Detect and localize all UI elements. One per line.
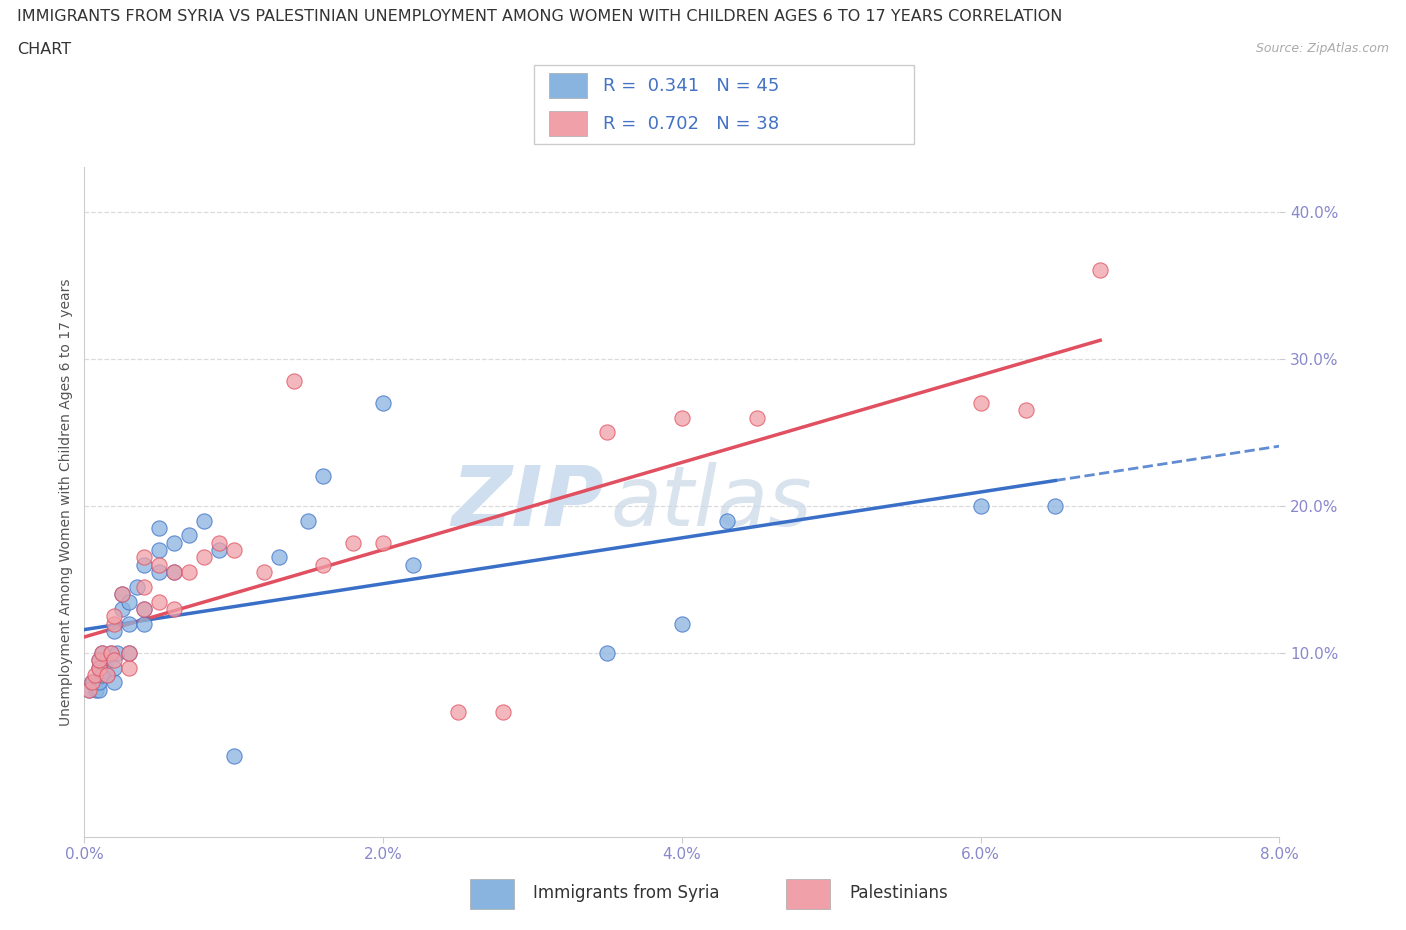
Point	[716, 513, 738, 528]
Point	[1014, 403, 1036, 418]
Point	[103, 617, 125, 631]
Text: R =  0.341   N = 45: R = 0.341 N = 45	[603, 76, 779, 95]
Point	[89, 675, 111, 690]
FancyBboxPatch shape	[786, 879, 830, 910]
Point	[83, 668, 105, 683]
FancyBboxPatch shape	[550, 111, 588, 137]
Point	[297, 513, 319, 528]
Point	[118, 660, 141, 675]
Point	[132, 579, 156, 594]
Text: Immigrants from Syria: Immigrants from Syria	[533, 884, 720, 902]
Point	[222, 542, 245, 557]
Point	[312, 469, 335, 484]
Point	[148, 542, 170, 557]
Point	[80, 675, 103, 690]
Point	[77, 683, 100, 698]
Point	[163, 565, 186, 579]
Point	[208, 536, 231, 551]
Point	[89, 653, 111, 668]
Point	[596, 425, 619, 440]
Text: CHART: CHART	[17, 42, 70, 57]
Point	[111, 602, 134, 617]
Point	[312, 557, 335, 572]
Point	[96, 668, 118, 683]
Point	[492, 704, 515, 719]
Point	[132, 602, 156, 617]
FancyBboxPatch shape	[470, 879, 515, 910]
FancyBboxPatch shape	[550, 73, 588, 99]
Point	[1045, 498, 1067, 513]
Point	[148, 594, 170, 609]
Point	[89, 660, 111, 675]
Point	[91, 668, 114, 683]
Point	[91, 645, 114, 660]
Point	[118, 594, 141, 609]
Point	[163, 536, 186, 551]
Point	[193, 513, 215, 528]
Point	[132, 617, 156, 631]
Point	[177, 528, 200, 543]
Point	[163, 565, 186, 579]
Point	[100, 645, 122, 660]
Point	[105, 645, 128, 660]
Point	[96, 668, 118, 683]
Point	[163, 602, 186, 617]
Point	[132, 550, 156, 565]
Point	[77, 683, 100, 698]
Point	[283, 373, 305, 388]
Text: Source: ZipAtlas.com: Source: ZipAtlas.com	[1256, 42, 1389, 55]
Point	[100, 645, 122, 660]
FancyBboxPatch shape	[534, 65, 914, 144]
Point	[193, 550, 215, 565]
Point	[103, 609, 125, 624]
Text: IMMIGRANTS FROM SYRIA VS PALESTINIAN UNEMPLOYMENT AMONG WOMEN WITH CHILDREN AGES: IMMIGRANTS FROM SYRIA VS PALESTINIAN UNE…	[17, 9, 1063, 24]
Point	[148, 521, 170, 536]
Point	[132, 557, 156, 572]
Point	[103, 660, 125, 675]
Point	[969, 498, 991, 513]
Point	[208, 542, 231, 557]
Point	[969, 395, 991, 410]
Point	[118, 645, 141, 660]
Point	[89, 653, 111, 668]
Point	[371, 395, 394, 410]
Point	[671, 410, 693, 425]
Point	[103, 675, 125, 690]
Point	[222, 749, 245, 764]
Point	[402, 557, 425, 572]
Point	[80, 675, 103, 690]
Point	[82, 675, 104, 690]
Point	[125, 579, 148, 594]
Point	[342, 536, 364, 551]
Point	[103, 623, 125, 638]
Point	[148, 557, 170, 572]
Point	[671, 617, 693, 631]
Text: ZIP: ZIP	[451, 461, 605, 543]
Point	[177, 565, 200, 579]
Point	[447, 704, 470, 719]
Point	[91, 645, 114, 660]
Point	[118, 645, 141, 660]
Point	[89, 683, 111, 698]
Point	[96, 653, 118, 668]
Point	[253, 565, 276, 579]
Point	[371, 536, 394, 551]
Text: Palestinians: Palestinians	[849, 884, 948, 902]
Point	[267, 550, 290, 565]
Point	[84, 683, 107, 698]
Point	[118, 617, 141, 631]
Point	[132, 602, 156, 617]
Point	[148, 565, 170, 579]
Point	[111, 587, 134, 602]
Y-axis label: Unemployment Among Women with Children Ages 6 to 17 years: Unemployment Among Women with Children A…	[59, 278, 73, 726]
Point	[745, 410, 768, 425]
Point	[89, 660, 111, 675]
Text: atlas: atlas	[610, 461, 811, 543]
Point	[103, 653, 125, 668]
Point	[596, 645, 619, 660]
Text: R =  0.702   N = 38: R = 0.702 N = 38	[603, 114, 779, 133]
Point	[1088, 263, 1111, 278]
Point	[111, 587, 134, 602]
